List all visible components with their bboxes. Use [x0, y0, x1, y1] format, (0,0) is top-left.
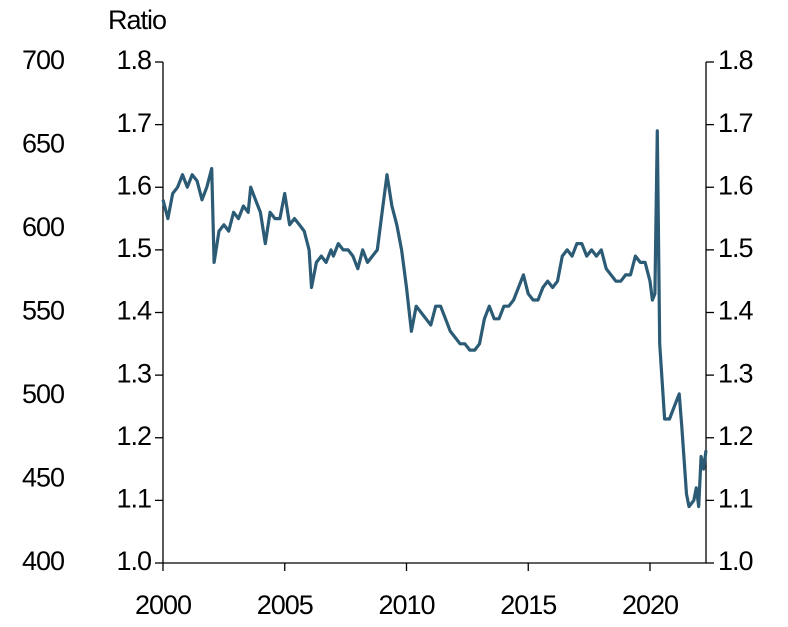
y2-tick-label: 1.4 [718, 296, 754, 326]
x-tick-label: 2005 [257, 590, 313, 620]
x-tick-label: 2000 [135, 590, 191, 620]
y2-tick-label: 1.8 [718, 45, 753, 75]
y3-tick-label: 700 [22, 45, 64, 75]
y2-tick-label: 1.5 [718, 233, 753, 263]
line [161, 129, 708, 509]
y2-tick-label: 1.7 [718, 108, 753, 138]
y3-tick-label: 600 [22, 212, 64, 242]
y3-tick-label: 650 [22, 129, 64, 159]
x-tick-label: 2010 [378, 590, 434, 620]
y-tick-label: 1.8 [116, 45, 151, 75]
y2-tick-label: 1.3 [718, 358, 753, 388]
y-tick-label: 1.2 [116, 421, 151, 451]
y2-tick-label: 1.0 [718, 546, 753, 576]
y-tick-label: 1.1 [116, 484, 151, 514]
y-tick-label: 1.6 [116, 170, 151, 200]
axis-label: Ratio [108, 5, 166, 35]
y2-tick-label: 1.1 [718, 484, 753, 514]
y2-tick-label: 1.6 [718, 170, 753, 200]
y-tick-label: 1.4 [116, 296, 152, 326]
x-tick-label: 2020 [622, 590, 678, 620]
y3-tick-label: 400 [22, 546, 64, 576]
y3-tick-label: 500 [22, 379, 64, 409]
y-tick-label: 1.3 [116, 358, 151, 388]
y-tick-label: 1.5 [116, 233, 151, 263]
y-tick-label: 1.7 [116, 108, 151, 138]
y3-tick-label: 550 [22, 296, 64, 326]
y3-tick-label: 450 [22, 463, 64, 493]
y-tick-label: 1.0 [116, 546, 151, 576]
x-tick-label: 2015 [500, 590, 556, 620]
y2-tick-label: 1.2 [718, 421, 753, 451]
